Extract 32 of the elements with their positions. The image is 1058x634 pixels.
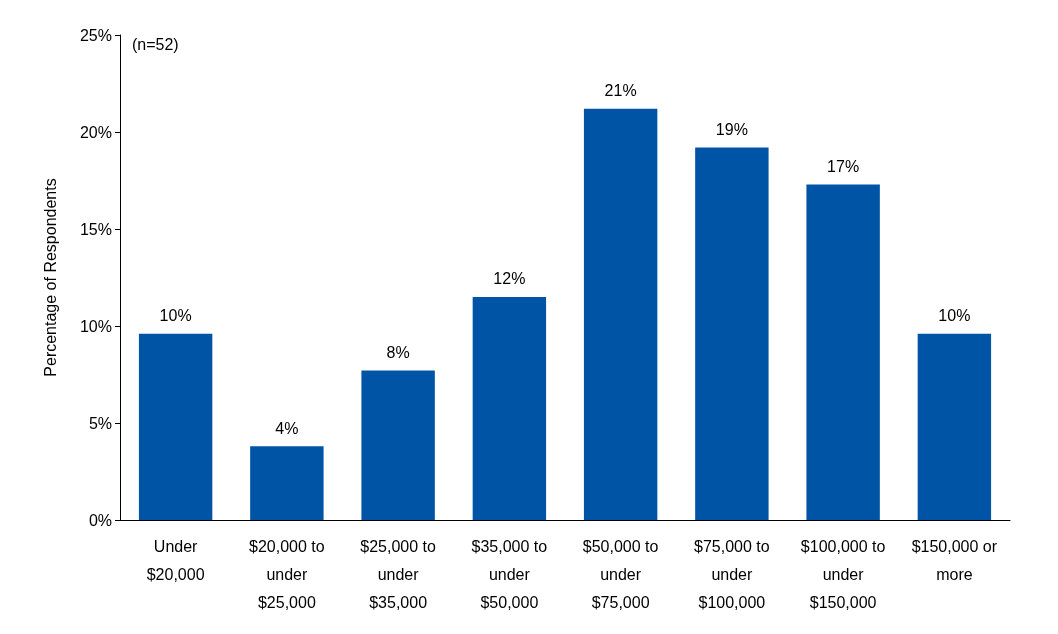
x-tick-label: $50,000 to under $75,000: [582, 537, 659, 611]
y-axis-title: Percentage of Respondents: [41, 178, 59, 377]
data-label: 17%: [827, 157, 860, 175]
x-tick-label: $100,000 to under $150,000: [800, 537, 886, 611]
data-label: 10%: [938, 307, 971, 325]
data-label: 8%: [386, 344, 410, 362]
data-label: 19%: [715, 121, 748, 139]
x-tick-label: $150,000 or more: [911, 537, 998, 583]
data-label: 21%: [604, 82, 637, 100]
bar: [361, 370, 435, 520]
annotation: (n=52): [132, 35, 179, 53]
x-tick-label: $35,000 to under $50,000: [471, 537, 548, 611]
x-tick-label: Under $20,000: [146, 537, 205, 583]
bar: [472, 296, 547, 520]
y-tick-label: 0%: [88, 511, 112, 529]
bar: [917, 333, 992, 520]
bar: [695, 147, 769, 520]
bar: [138, 333, 213, 520]
bar: [583, 108, 658, 520]
y-tick-label: 5%: [88, 414, 112, 432]
x-tick-label: $20,000 to under $25,000: [249, 537, 325, 611]
data-label: 12%: [493, 270, 526, 288]
x-tick-label: $25,000 to under $35,000: [360, 537, 437, 611]
data-label: 10%: [159, 307, 192, 325]
bar: [806, 184, 880, 520]
y-tick-label: 20%: [79, 123, 112, 141]
bar: [250, 446, 324, 520]
data-label: 4%: [275, 419, 299, 437]
x-tick-label: $75,000 to under $100,000: [694, 537, 770, 611]
y-tick-label: 15%: [79, 220, 112, 238]
y-tick-label: 10%: [79, 317, 112, 335]
y-tick-label: 25%: [79, 26, 112, 44]
